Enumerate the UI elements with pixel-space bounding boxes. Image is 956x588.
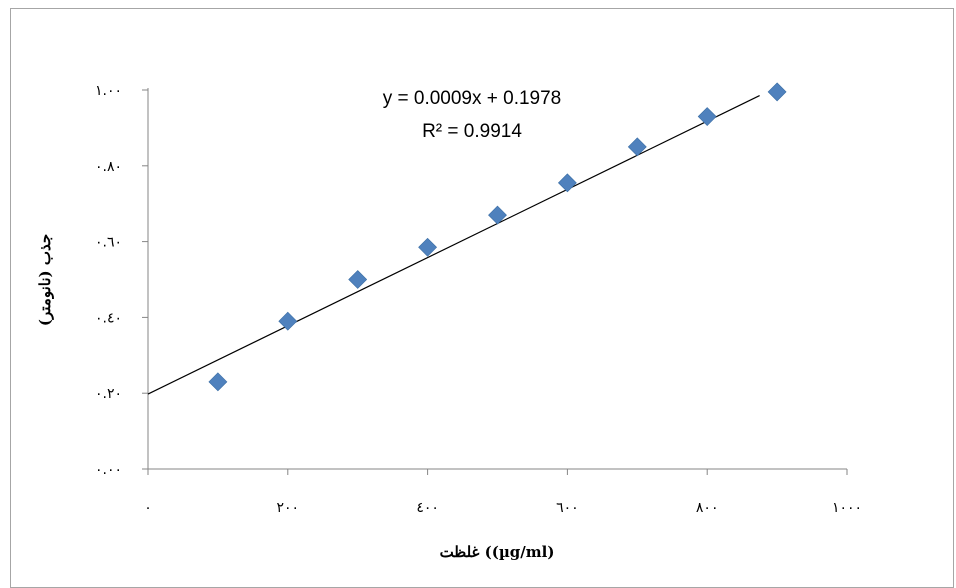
y-axis-title: جذب (نانومتر) — [36, 234, 54, 326]
data-point — [278, 311, 298, 331]
trendline-equation: y = 0.0009x + 0.1978 — [383, 88, 562, 109]
data-points — [208, 82, 787, 392]
data-point — [697, 107, 717, 126]
data-point — [488, 205, 507, 225]
data-point — [767, 82, 787, 102]
axes — [142, 88, 848, 475]
chart-frame — [10, 8, 954, 588]
trendline — [147, 95, 760, 395]
x-tick-label: ٠ — [144, 500, 152, 516]
data-point — [208, 372, 228, 392]
y-tick-label: ٠.٤٠ — [95, 310, 122, 326]
y-tick-label: ١.٠٠ — [95, 83, 122, 99]
y-tick-labels: ٠.٠٠ ٠.٢٠ ٠.٤٠ ٠.٦٠ ٠.٨٠ ١.٠٠ — [95, 83, 122, 478]
x-tick-label: ١٠٠٠ — [832, 500, 862, 516]
x-tick-label: ٢٠٠ — [277, 500, 300, 516]
y-tick-label: ٠.٢٠ — [95, 386, 122, 402]
y-tick-label: ٠.٦٠ — [95, 235, 122, 251]
data-point — [348, 270, 368, 289]
data-point — [557, 173, 577, 193]
x-tick-labels: ٠ ٢٠٠ ٤٠٠ ٦٠٠ ٨٠٠ ١٠٠٠ — [144, 500, 862, 516]
y-tick-label: ٠.٨٠ — [95, 159, 122, 175]
x-axis-title: غلظت ((µg/ml) — [440, 543, 555, 561]
r-squared-label: R² = 0.9914 — [422, 121, 522, 142]
x-tick-label: ٨٠٠ — [696, 500, 719, 516]
y-tick-label: ٠.٠٠ — [95, 462, 122, 478]
data-point — [627, 137, 647, 157]
data-point — [418, 237, 438, 257]
x-tick-label: ٤٠٠ — [416, 500, 439, 516]
x-tick-label: ٦٠٠ — [556, 500, 579, 516]
